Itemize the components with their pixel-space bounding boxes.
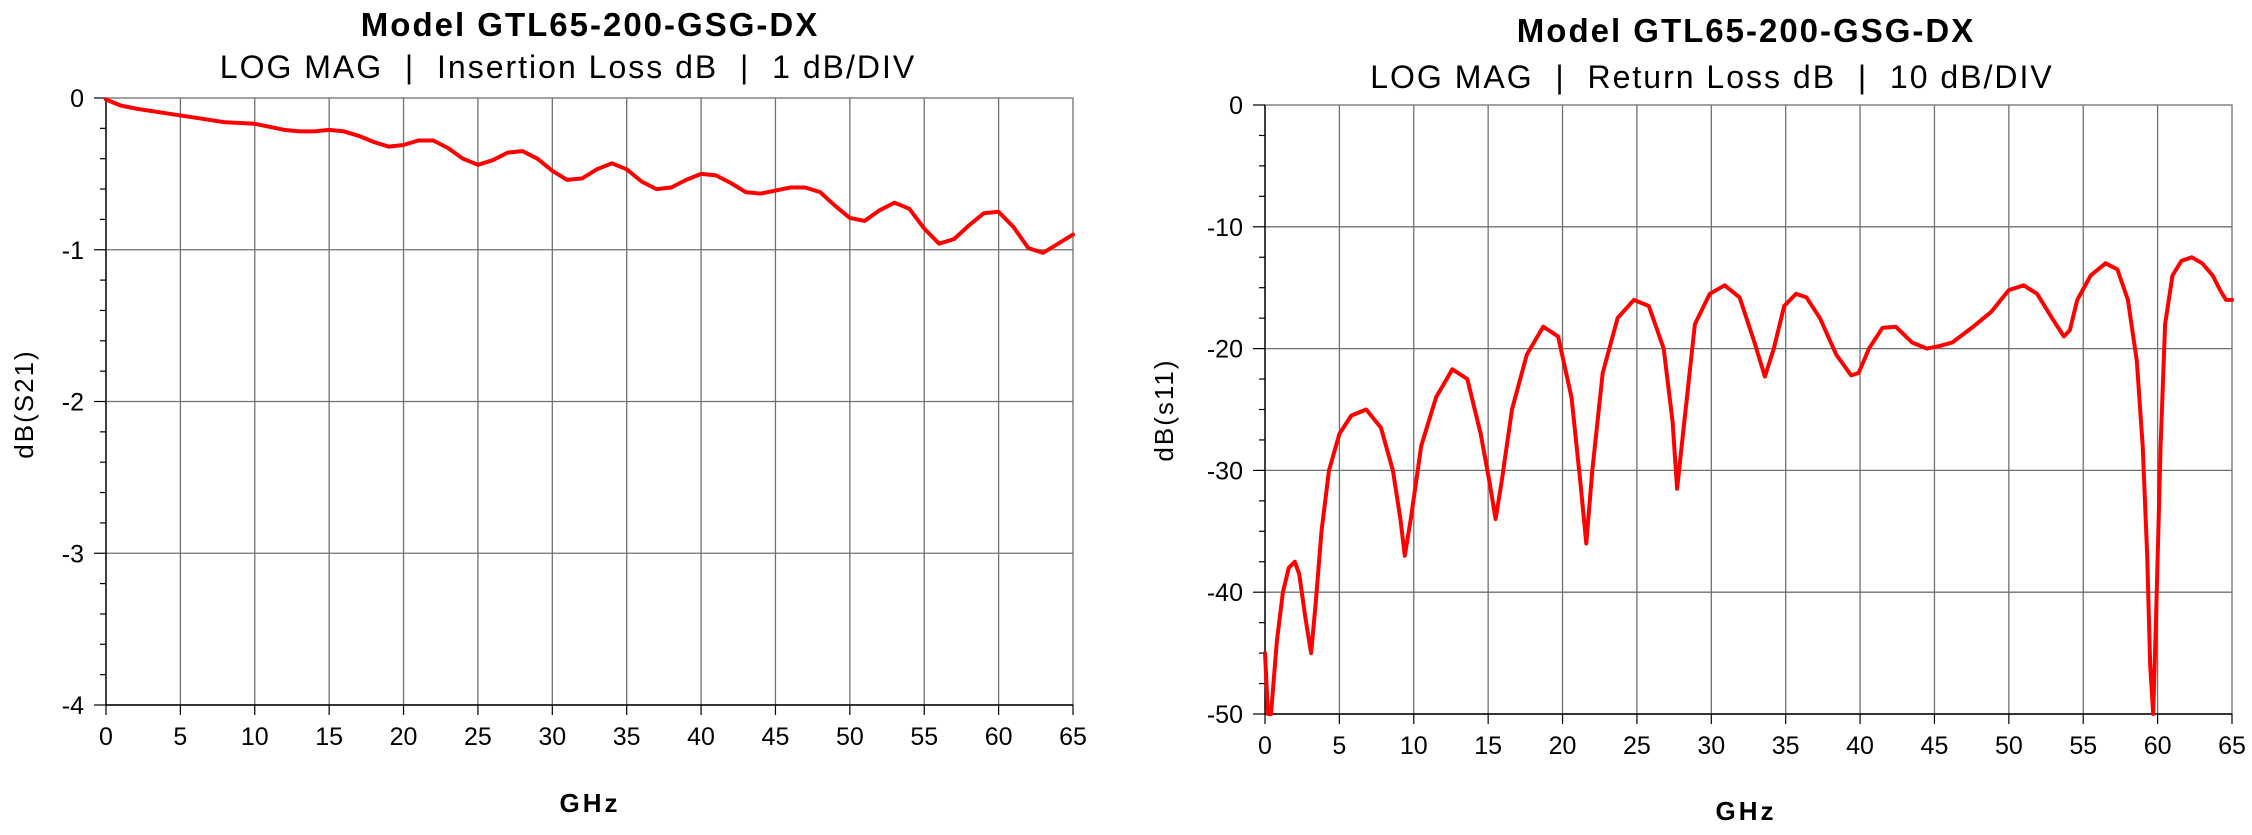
plot-frame: [1264, 104, 2233, 715]
x-tick-label: 20: [390, 723, 418, 751]
y-tick-label: -50: [1207, 701, 1243, 729]
plot-area: 0 5 10 15 20 25 30 35 40 45 50 55 60 65 0 -1 -2 -3 -4: [62, 85, 1087, 751]
x-tick-label: 20: [1549, 732, 1577, 760]
x-tick-label: 30: [1697, 732, 1725, 760]
x-tick-label: 50: [1995, 732, 2023, 760]
x-tick-label: 5: [173, 723, 187, 751]
y-tick-label: -2: [62, 389, 84, 417]
y-tick-label: -20: [1207, 336, 1243, 364]
x-tick-label: 30: [538, 723, 566, 751]
data-trace: [104, 97, 1075, 255]
y-tick-label: -30: [1207, 457, 1243, 485]
y-tick-label: 0: [1229, 92, 1243, 120]
x-axis-label: GHz: [560, 788, 621, 818]
x-tick-label: 45: [1921, 732, 1949, 760]
chart-subtitle: LOG MAG | Insertion Loss dB | 1 dB/DIV: [220, 49, 916, 85]
x-tick-label: 55: [2069, 732, 2097, 760]
x-tick-label: 35: [613, 723, 641, 751]
y-tick-label: -4: [62, 692, 84, 720]
x-tick-label: 10: [1400, 732, 1428, 760]
x-axis-label: GHz: [1716, 796, 1777, 826]
x-tick-label: 60: [985, 723, 1013, 751]
chart-subtitle: LOG MAG | Return Loss dB | 10 dB/DIV: [1370, 59, 2054, 95]
y-tick-label: -1: [62, 237, 84, 265]
x-tick-label: 45: [762, 723, 790, 751]
x-tick-label: 0: [99, 723, 113, 751]
insertion-loss-chart: Model GTL65-200-GSG-DX LOG MAG | Inserti…: [9, 6, 1087, 818]
y-tick-label: -3: [62, 540, 84, 568]
x-tick-label: 65: [2218, 732, 2246, 760]
x-tick-label: 40: [687, 723, 715, 751]
plot-area: 0 5 10 15 20 25 30 35 40 45 50 55 60 65 0 -10 -20 -30 -40 -…: [1207, 92, 2246, 760]
chart-title: Model GTL65-200-GSG-DX: [361, 6, 819, 43]
x-tick-label: 15: [1474, 732, 1502, 760]
y-tick-label: 0: [70, 85, 84, 113]
y-axis-label: dB(s11): [1149, 358, 1179, 461]
x-tick-label: 25: [464, 723, 492, 751]
y-tick-label: -40: [1207, 579, 1243, 607]
x-tick-label: 55: [910, 723, 938, 751]
y-axis-label: dB(S21): [9, 349, 39, 458]
x-tick-label: 40: [1846, 732, 1874, 760]
x-tick-label: 5: [1332, 732, 1346, 760]
chart-title: Model GTL65-200-GSG-DX: [1517, 12, 1975, 49]
x-tick-label: 35: [1772, 732, 1800, 760]
return-loss-chart: Model GTL65-200-GSG-DX LOG MAG | Return …: [1149, 12, 2246, 826]
x-tick-label: 10: [241, 723, 269, 751]
x-tick-label: 25: [1623, 732, 1651, 760]
x-tick-label: 15: [315, 723, 343, 751]
x-tick-label: 50: [836, 723, 864, 751]
x-tick-label: 65: [1059, 723, 1087, 751]
data-trace: [1263, 255, 2234, 716]
y-tick-label: -10: [1207, 214, 1243, 242]
x-tick-label: 60: [2144, 732, 2172, 760]
x-tick-label: 0: [1258, 732, 1272, 760]
